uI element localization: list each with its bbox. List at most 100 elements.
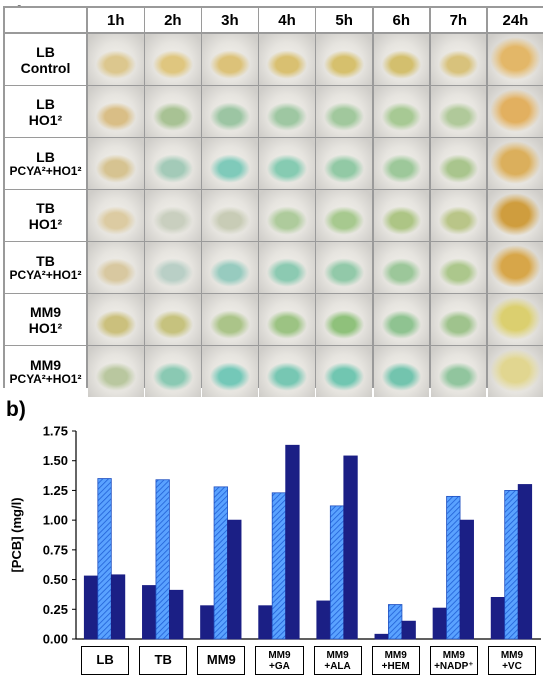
culture-photo bbox=[316, 138, 372, 190]
bar bbox=[213, 486, 228, 640]
culture-photo bbox=[373, 34, 429, 86]
time-header: 2h bbox=[145, 8, 201, 32]
time-header: 5h bbox=[316, 8, 372, 32]
category-label: MM9 +ALA bbox=[313, 646, 362, 675]
culture-photo bbox=[202, 190, 258, 242]
culture-photo bbox=[487, 138, 544, 190]
bar bbox=[316, 600, 331, 640]
culture-photo bbox=[316, 190, 372, 242]
time-header: 7h bbox=[430, 8, 487, 32]
culture-photo bbox=[88, 190, 144, 242]
y-tick-label: 0.25 bbox=[43, 602, 68, 617]
pcb-bar-chart: 0.00 0.25 0.50 0.75 1.00 1.25 1.50 1.75 [PCB] (m… bbox=[9, 424, 541, 647]
condition-construct: HO1² bbox=[28, 319, 63, 336]
panel-b-label: b) bbox=[6, 398, 26, 421]
culture-photo bbox=[430, 242, 487, 294]
culture-photo bbox=[145, 346, 201, 398]
condition-construct: PCYA²+HO1² bbox=[9, 163, 82, 178]
culture-photo bbox=[373, 346, 429, 398]
y-tick-label: 0.50 bbox=[43, 572, 68, 587]
culture-photo bbox=[259, 138, 315, 190]
condition-label: LB HO1² bbox=[5, 86, 86, 138]
bar bbox=[142, 585, 157, 640]
culture-photo bbox=[259, 34, 315, 86]
category-label: MM9 +GA bbox=[255, 646, 304, 675]
category-supplement: +ALA bbox=[324, 660, 351, 672]
y-axis-label: [PCB] (mg/l) bbox=[9, 497, 24, 572]
condition-medium: TB bbox=[36, 252, 55, 269]
category-medium: MM9 bbox=[384, 649, 407, 661]
culture-photo bbox=[88, 86, 144, 138]
bar bbox=[169, 589, 184, 640]
category-label: MM9 +HEM bbox=[371, 646, 420, 675]
culture-photo bbox=[487, 34, 544, 86]
bar bbox=[374, 633, 389, 640]
culture-photo bbox=[487, 190, 544, 242]
category-label: MM9 +VC bbox=[487, 646, 536, 675]
bar bbox=[271, 492, 287, 640]
culture-photo bbox=[259, 86, 315, 138]
bar bbox=[83, 575, 99, 640]
y-tick-label: 1.50 bbox=[43, 453, 68, 468]
culture-photo bbox=[487, 86, 544, 138]
culture-photo bbox=[88, 346, 144, 398]
bar bbox=[258, 605, 273, 640]
bar bbox=[97, 478, 112, 640]
category-supplement: +HEM bbox=[381, 660, 410, 672]
culture-photo bbox=[430, 346, 487, 398]
category-medium: MM9 bbox=[442, 649, 465, 661]
time-header: 1h bbox=[88, 8, 144, 32]
culture-photo bbox=[373, 294, 429, 346]
culture-photo bbox=[316, 34, 372, 86]
culture-photo bbox=[316, 346, 372, 398]
condition-medium: TB bbox=[36, 199, 55, 216]
condition-label: TB HO1² bbox=[5, 190, 86, 242]
bar bbox=[490, 596, 506, 640]
category-medium: MM9 bbox=[268, 649, 291, 661]
condition-label: LB Control bbox=[5, 34, 86, 86]
condition-medium: MM9 bbox=[29, 303, 62, 320]
culture-photo bbox=[88, 242, 144, 294]
culture-photo bbox=[145, 242, 201, 294]
bar bbox=[285, 444, 300, 640]
culture-photo bbox=[145, 294, 201, 346]
condition-construct: Control bbox=[20, 59, 71, 76]
culture-photo bbox=[487, 242, 544, 294]
y-tick-label: 1.75 bbox=[43, 424, 68, 439]
category-label: MM9 +NADP⁺ bbox=[429, 646, 478, 675]
condition-medium: LB bbox=[36, 148, 55, 165]
bar bbox=[110, 574, 126, 640]
bar bbox=[459, 519, 474, 640]
category-supplement: +NADP⁺ bbox=[434, 660, 474, 672]
culture-photo bbox=[430, 34, 487, 86]
time-header: 6h bbox=[373, 8, 429, 32]
bar bbox=[343, 455, 358, 640]
culture-photo bbox=[259, 190, 315, 242]
category-medium: MM9 bbox=[500, 649, 524, 661]
culture-photo bbox=[316, 294, 372, 346]
culture-photo bbox=[202, 346, 258, 398]
bar bbox=[200, 605, 215, 640]
bar bbox=[388, 604, 403, 640]
culture-image-grid: 1h 2h 3h 4h 5h 6h 7h 24h LB Control LB HO1² LB PCYA²+… bbox=[3, 6, 544, 398]
culture-photo bbox=[202, 86, 258, 138]
bar bbox=[401, 620, 416, 640]
bar bbox=[432, 607, 447, 640]
culture-photo bbox=[373, 86, 429, 138]
culture-photo bbox=[145, 34, 201, 86]
culture-photo bbox=[202, 242, 258, 294]
culture-photo bbox=[88, 294, 144, 346]
bar bbox=[329, 505, 345, 640]
culture-photo bbox=[88, 138, 144, 190]
culture-photo bbox=[88, 34, 144, 86]
y-tick-label: 1.25 bbox=[43, 483, 68, 498]
category-supplement: +VC bbox=[502, 660, 522, 672]
culture-photo bbox=[373, 242, 429, 294]
bar bbox=[227, 519, 242, 640]
y-tick-label: 1.00 bbox=[43, 513, 68, 528]
condition-medium: LB bbox=[36, 43, 55, 60]
condition-construct: PCYA²+HO1² bbox=[9, 267, 82, 282]
condition-label: TB PCYA²+HO1² bbox=[5, 242, 86, 294]
condition-label: MM9 PCYA²+HO1² bbox=[5, 346, 86, 398]
culture-photo bbox=[259, 346, 315, 398]
